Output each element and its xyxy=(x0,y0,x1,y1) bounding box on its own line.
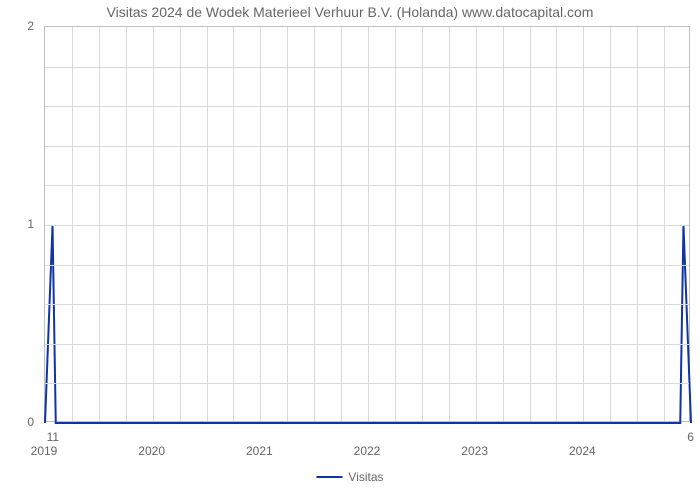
grid-h-minor xyxy=(45,146,689,147)
grid-h-minor xyxy=(45,344,689,345)
grid-v-major xyxy=(368,27,369,421)
grid-v-minor xyxy=(530,27,531,421)
grid-v-minor xyxy=(449,27,450,421)
x-tick-label: 2021 xyxy=(246,444,273,458)
grid-v-minor xyxy=(287,27,288,421)
grid-v-minor xyxy=(207,27,208,421)
grid-v-minor xyxy=(664,27,665,421)
legend-label: Visitas xyxy=(348,470,383,484)
grid-v-minor xyxy=(99,27,100,421)
legend: Visitas xyxy=(316,470,383,484)
grid-v-minor xyxy=(610,27,611,421)
grid-v-minor xyxy=(233,27,234,421)
y-tick-label: 1 xyxy=(27,217,34,231)
x-tick-label: 2024 xyxy=(569,444,596,458)
grid-h-minor xyxy=(45,383,689,384)
grid-h-minor xyxy=(45,185,689,186)
grid-v-minor xyxy=(314,27,315,421)
grid-v-major xyxy=(583,27,584,421)
grid-v-minor xyxy=(341,27,342,421)
grid-h-minor xyxy=(45,67,689,68)
grid-v-major xyxy=(260,27,261,421)
grid-h-minor xyxy=(45,304,689,305)
grid-v-minor xyxy=(503,27,504,421)
grid-v-major xyxy=(476,27,477,421)
grid-v-minor xyxy=(422,27,423,421)
grid-h-minor xyxy=(45,106,689,107)
grid-v-minor xyxy=(556,27,557,421)
x-tick-label: 2023 xyxy=(461,444,488,458)
grid-v-major xyxy=(153,27,154,421)
data-point-label: 11 xyxy=(47,430,59,444)
grid-v-minor xyxy=(126,27,127,421)
grid-v-minor xyxy=(637,27,638,421)
visitas-line-chart: Visitas 2024 de Wodek Materieel Verhuur … xyxy=(0,0,700,500)
y-tick-label: 2 xyxy=(27,19,34,33)
y-tick-label: 0 xyxy=(27,415,34,429)
x-tick-label: 2019 xyxy=(31,444,58,458)
grid-v-minor xyxy=(180,27,181,421)
grid-h-minor xyxy=(45,265,689,266)
legend-swatch xyxy=(316,476,342,478)
x-tick-label: 2022 xyxy=(354,444,381,458)
grid-v-minor xyxy=(72,27,73,421)
plot-area xyxy=(44,26,690,422)
x-tick-label: 2020 xyxy=(138,444,165,458)
data-point-label: 6 xyxy=(687,430,694,444)
grid-v-minor xyxy=(395,27,396,421)
grid-h-major xyxy=(45,225,689,226)
chart-title: Visitas 2024 de Wodek Materieel Verhuur … xyxy=(0,4,700,20)
